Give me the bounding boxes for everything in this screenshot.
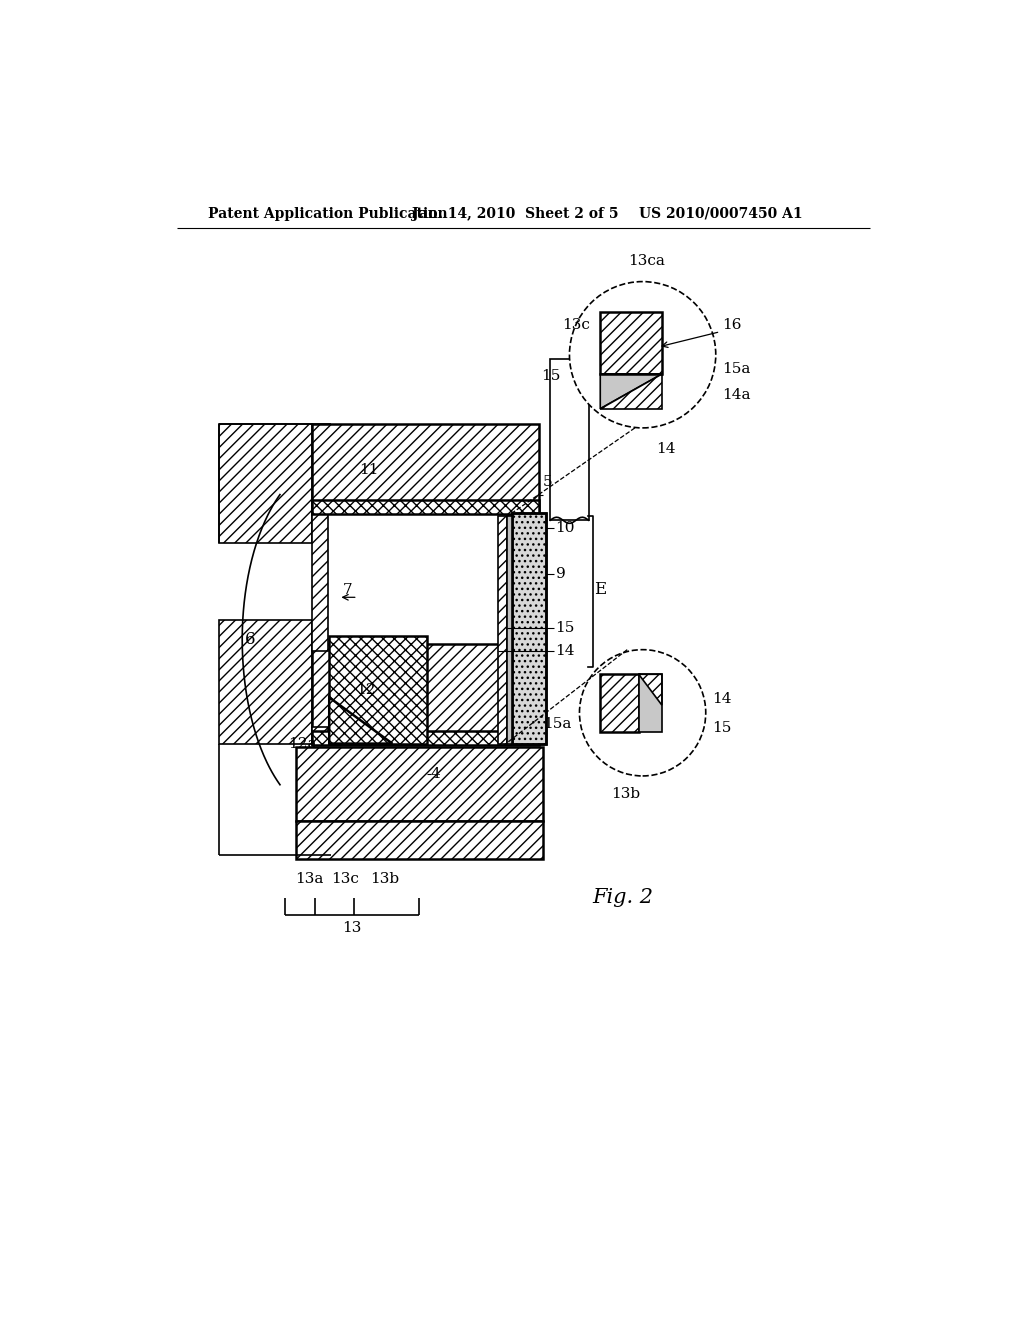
Polygon shape (600, 374, 662, 409)
Text: 15a: 15a (544, 717, 571, 731)
Bar (600, 313, 662, 374)
Bar (311, 512, 329, 651)
Text: Patent Application Publication: Patent Application Publication (208, 207, 447, 220)
Text: 13c: 13c (562, 318, 590, 333)
Circle shape (580, 649, 706, 776)
Text: 15: 15 (712, 721, 731, 735)
Text: 7: 7 (342, 582, 352, 597)
Polygon shape (330, 697, 392, 743)
Text: Jan. 14, 2010  Sheet 2 of 5: Jan. 14, 2010 Sheet 2 of 5 (412, 207, 618, 220)
Text: 16: 16 (722, 318, 741, 333)
Text: Fig. 2: Fig. 2 (593, 888, 653, 907)
Bar (296, 747, 543, 821)
Bar (311, 644, 539, 743)
Bar (512, 512, 547, 743)
Text: 13c: 13c (331, 873, 358, 886)
Bar (512, 512, 547, 743)
Bar (296, 821, 543, 859)
Text: 14: 14 (712, 692, 731, 706)
Text: E: E (594, 581, 606, 598)
Text: 9: 9 (556, 568, 565, 581)
Bar (219, 620, 311, 743)
Bar (550, 359, 589, 520)
Bar (330, 636, 427, 743)
Text: 14a: 14a (722, 388, 751, 401)
Text: 13b: 13b (370, 873, 399, 886)
Bar (311, 500, 539, 515)
Text: 14: 14 (556, 644, 575, 659)
Polygon shape (600, 374, 662, 409)
Text: 12a: 12a (289, 737, 316, 751)
Bar (219, 424, 311, 544)
Text: 14: 14 (656, 442, 676, 455)
Text: 6: 6 (245, 631, 255, 648)
Bar (600, 675, 639, 733)
Bar (311, 731, 539, 744)
Text: 10: 10 (556, 521, 575, 535)
Bar (311, 726, 329, 743)
Text: 4: 4 (431, 767, 440, 781)
Bar (311, 424, 539, 512)
Polygon shape (639, 675, 662, 733)
Text: 15a: 15a (722, 362, 751, 376)
Text: 5: 5 (543, 475, 552, 488)
Text: US 2010/0007450 A1: US 2010/0007450 A1 (639, 207, 803, 220)
Text: 13ca: 13ca (628, 253, 665, 268)
Text: 15: 15 (541, 370, 560, 383)
Text: 12: 12 (355, 682, 375, 697)
Bar (507, 516, 512, 743)
Text: 13b: 13b (611, 788, 640, 801)
Text: 11: 11 (359, 463, 379, 478)
Text: 13: 13 (342, 921, 361, 935)
Bar (498, 516, 507, 743)
Text: 15: 15 (556, 622, 574, 635)
Text: 13a: 13a (295, 873, 324, 886)
Polygon shape (639, 675, 662, 705)
Circle shape (569, 281, 716, 428)
